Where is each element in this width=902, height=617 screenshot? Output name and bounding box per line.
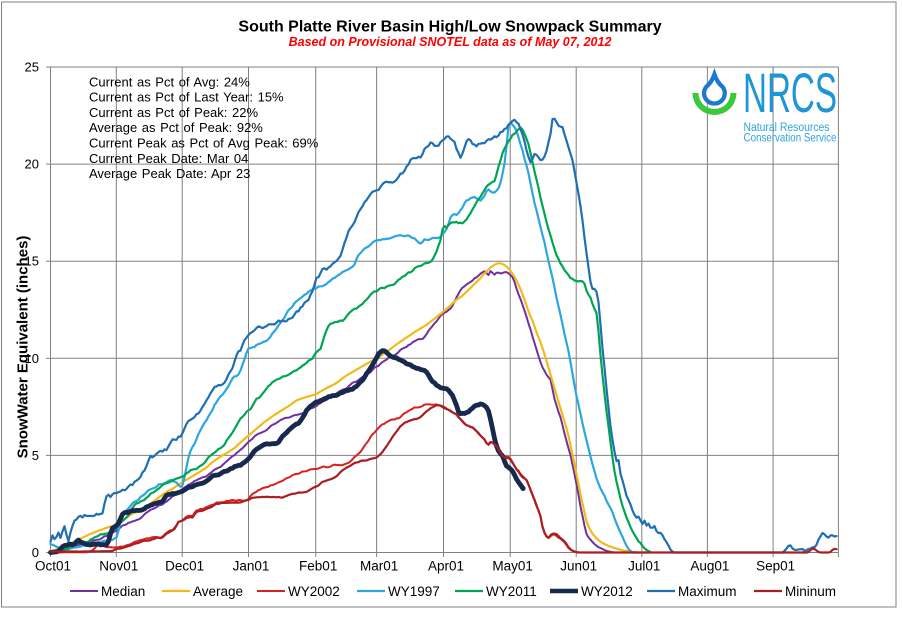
svg-text:Current as Pct of Peak: 22%: Current as Pct of Peak: 22%	[89, 105, 258, 120]
svg-text:15: 15	[25, 254, 39, 269]
svg-text:South Platte River Basin High/: South Platte River Basin High/Low Snowpa…	[238, 19, 661, 36]
svg-text:Jul01: Jul01	[628, 559, 660, 574]
svg-text:Average as Pct of Peak: 92%: Average as Pct of Peak: 92%	[89, 120, 263, 135]
svg-text:WY2011: WY2011	[486, 584, 537, 599]
svg-text:Sep01: Sep01	[756, 559, 795, 574]
svg-text:Natural Resources: Natural Resources	[744, 122, 830, 134]
svg-text:Average Peak Date: Apr 23: Average Peak Date: Apr 23	[89, 166, 250, 181]
svg-text:WY2012: WY2012	[581, 584, 633, 599]
svg-text:Aug01: Aug01	[690, 559, 729, 574]
svg-text:Mar01: Mar01	[360, 559, 398, 574]
svg-text:20: 20	[25, 157, 39, 172]
svg-text:25: 25	[25, 60, 39, 75]
svg-text:Maximum: Maximum	[678, 584, 737, 599]
svg-text:Apr01: Apr01	[428, 559, 464, 574]
svg-text:Current Peak Date: Mar 04: Current Peak Date: Mar 04	[89, 151, 248, 166]
svg-text:Current Peak as Pct of Avg Pea: Current Peak as Pct of Avg Peak: 69%	[89, 136, 319, 151]
svg-text:SnowWater Equivalent (inches): SnowWater Equivalent (inches)	[15, 236, 32, 459]
svg-text:WY2002: WY2002	[288, 584, 340, 599]
svg-text:5: 5	[32, 448, 39, 463]
svg-text:Median: Median	[101, 584, 145, 599]
svg-text:Based on Provisional SNOTEL da: Based on Provisional SNOTEL data as of M…	[289, 35, 612, 49]
svg-text:Conservation Service: Conservation Service	[744, 133, 837, 145]
svg-text:Nov01: Nov01	[99, 559, 138, 574]
svg-text:Dec01: Dec01	[165, 559, 204, 574]
svg-text:Jun01: Jun01	[560, 559, 597, 574]
svg-text:NRCS: NRCS	[743, 61, 837, 124]
svg-text:Current as Pct of Avg: 24%: Current as Pct of Avg: 24%	[89, 74, 250, 89]
svg-text:Feb01: Feb01	[299, 559, 337, 574]
svg-text:May01: May01	[492, 559, 533, 574]
svg-text:Oct01: Oct01	[35, 559, 71, 574]
svg-text:Average: Average	[193, 584, 243, 599]
svg-text:Current as Pct of Last Year: 1: Current as Pct of Last Year: 15%	[89, 90, 284, 105]
svg-text:10: 10	[25, 351, 39, 366]
svg-text:0: 0	[32, 545, 39, 560]
svg-text:Jan01: Jan01	[233, 559, 270, 574]
svg-text:WY1997: WY1997	[388, 584, 440, 599]
svg-text:Mininum: Mininum	[785, 584, 836, 599]
